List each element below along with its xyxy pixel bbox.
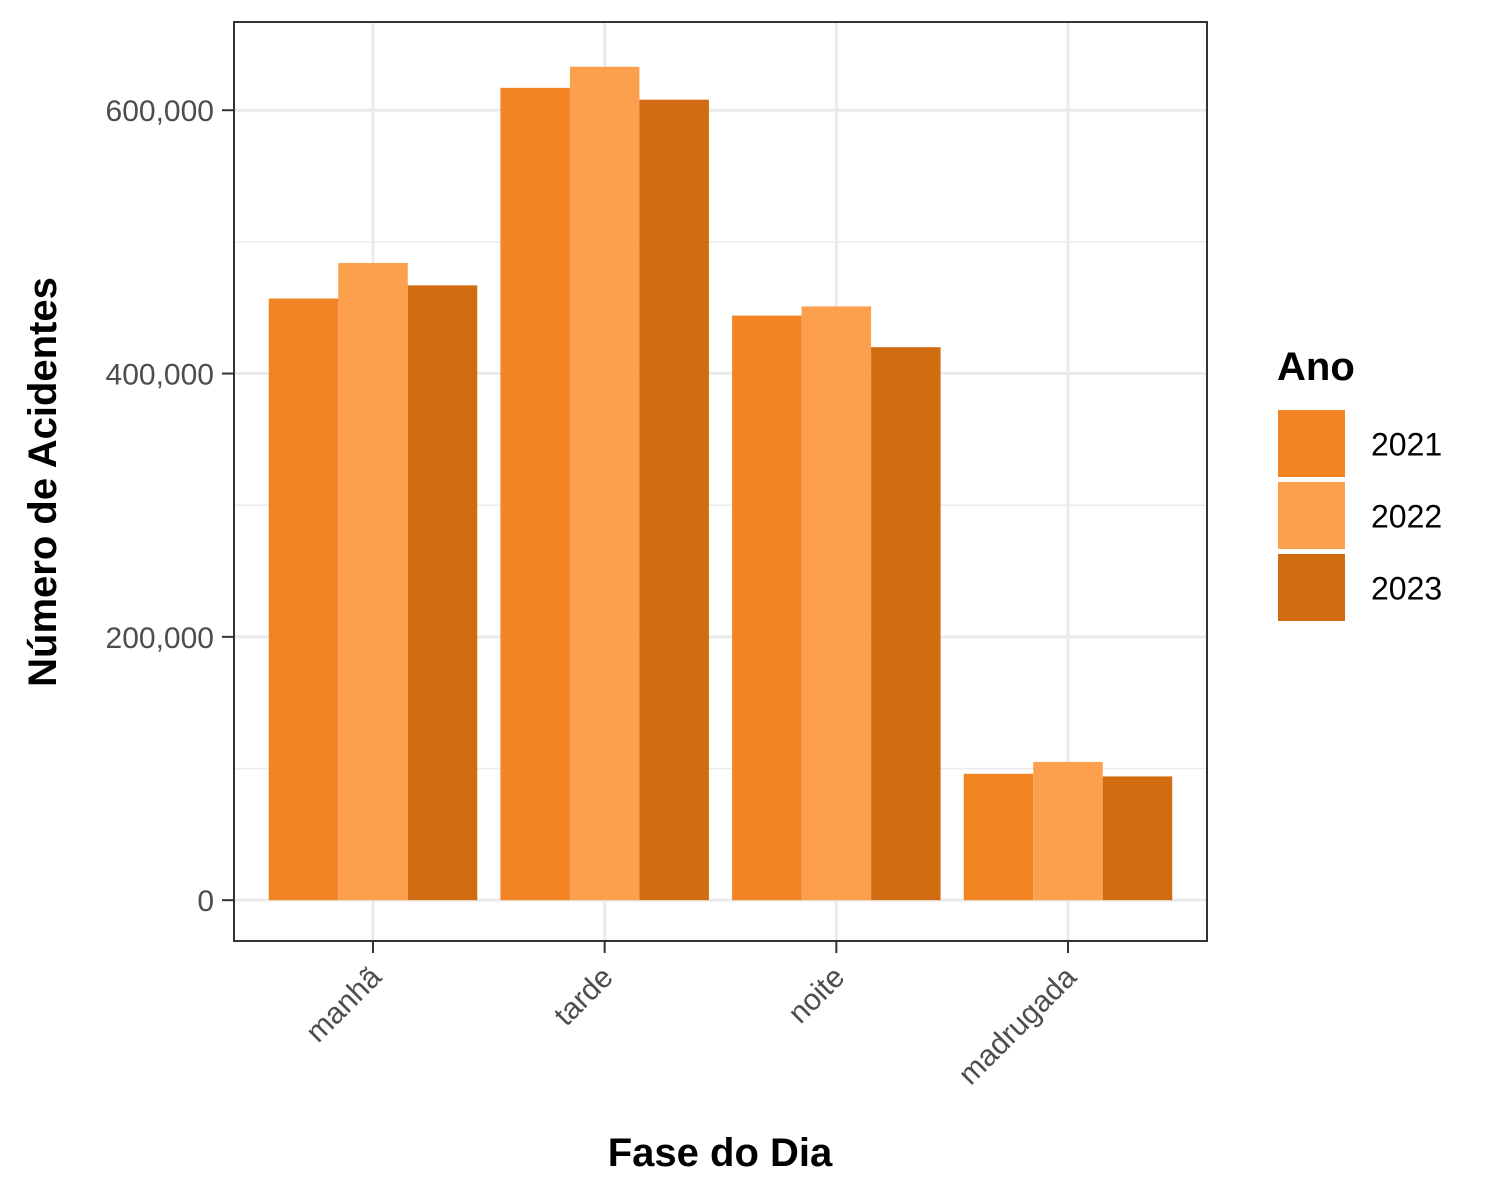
bar-2021-madrugada xyxy=(963,773,1034,901)
bar-2021-manhã xyxy=(268,298,339,901)
x-tick-label: madrugada xyxy=(952,960,1083,1091)
bar-2022-madrugada xyxy=(1033,761,1103,901)
bars xyxy=(268,66,1173,901)
y-tick-label: 400,000 xyxy=(106,359,214,392)
legend-key-2023 xyxy=(1278,554,1345,621)
bar-2023-madrugada xyxy=(1102,776,1173,901)
legend-label: 2021 xyxy=(1371,427,1442,463)
legend-label: 2023 xyxy=(1371,571,1442,607)
legend-key-2022 xyxy=(1278,482,1345,549)
y-tick-label: 0 xyxy=(197,885,214,918)
bar-2021-noite xyxy=(732,315,802,901)
bar-2021-tarde xyxy=(500,87,570,901)
legend-key-2021 xyxy=(1278,410,1345,477)
bar-2023-noite xyxy=(871,347,941,901)
y-axis-title: Número de Acidentes xyxy=(21,277,65,687)
x-tick-label: tarde xyxy=(548,961,620,1033)
legend: 2021 2022 2023 xyxy=(1278,410,1442,621)
bar-2022-tarde xyxy=(569,66,640,901)
bar-2023-manhã xyxy=(407,285,478,901)
legend-title: Ano xyxy=(1277,345,1355,389)
y-tick-label: 600,000 xyxy=(106,95,214,128)
y-tick-label: 200,000 xyxy=(106,622,214,655)
plot-border xyxy=(233,21,1208,942)
bar-2022-manhã xyxy=(338,262,408,901)
bar-2023-tarde xyxy=(639,99,709,901)
legend-label: 2022 xyxy=(1371,499,1442,535)
x-axis-title: Fase do Dia xyxy=(608,1131,833,1175)
x-tick-label: manhã xyxy=(300,960,388,1048)
bar-2022-noite xyxy=(801,306,872,901)
x-tick-label: noite xyxy=(782,961,851,1030)
